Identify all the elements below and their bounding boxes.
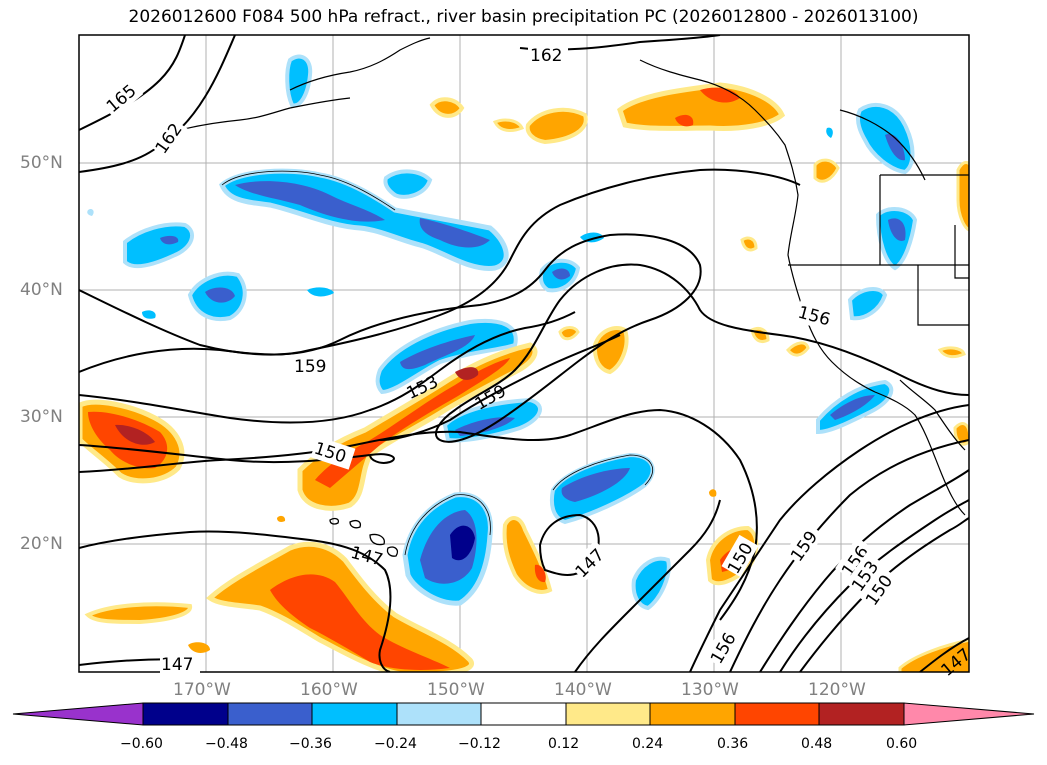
neg-area [552, 268, 570, 280]
pos-area [277, 515, 286, 522]
colorbar-tick-label: 0.36 [717, 736, 749, 752]
neg-area [375, 318, 518, 395]
pos-area [558, 326, 580, 341]
colorbar-tick-label: 0.12 [548, 736, 580, 752]
lat-label: 40°N [20, 280, 63, 300]
pos-area [786, 341, 810, 357]
lon-label: 150°W [427, 680, 485, 700]
contour-label: 159 [294, 357, 326, 377]
hawaiian-islands [329, 517, 399, 557]
map-title: 2026012600 F084 500 hPa refract., river … [128, 7, 919, 27]
neg-area [455, 417, 515, 436]
neg-area [885, 134, 905, 161]
lat-label: 30°N [20, 407, 63, 427]
colorbar-tick-label: 0.60 [886, 736, 918, 752]
thin-contours [221, 170, 654, 556]
pos-area [617, 82, 786, 131]
contour-label-group: 165 162 162 159 153 159 150 147 147 150 … [98, 44, 975, 681]
contour-label: 147 [161, 655, 193, 675]
colorbar-swatch [480, 702, 567, 726]
pos-area [188, 642, 210, 653]
neg-area [285, 54, 313, 108]
pos-area [455, 367, 479, 380]
pos-area [115, 424, 155, 445]
lat-label: 20°N [20, 534, 63, 554]
colorbar-tick-label: −0.24 [374, 736, 417, 752]
pos-area [525, 107, 588, 145]
neg-area [235, 181, 385, 222]
neg-area [307, 287, 334, 297]
neg-area [383, 169, 433, 199]
colorbar-swatch [903, 702, 1035, 726]
pos-area [740, 236, 758, 252]
pos-area [492, 118, 525, 132]
colorbar-swatch [734, 702, 820, 726]
pos-area [953, 422, 969, 446]
coastlines [179, 37, 969, 516]
colorbar-swatch [396, 702, 482, 726]
pos-area [88, 411, 168, 469]
pos-area [937, 346, 966, 359]
lon-label: 130°W [681, 680, 739, 700]
negative-pc-areas [87, 54, 918, 611]
colorbar-tick-label: −0.48 [205, 736, 248, 752]
map-border [78, 34, 970, 673]
pos-area [270, 574, 450, 670]
neg-area [830, 395, 875, 420]
colorbar-swatch [649, 702, 736, 726]
colorbar-swatch [818, 702, 905, 726]
neg-area [142, 310, 156, 319]
pos-area [84, 602, 192, 625]
pos-area [956, 161, 969, 232]
lon-label: 170°W [173, 680, 231, 700]
colorbar-swatch [142, 702, 229, 726]
pos-area [429, 97, 465, 118]
neg-area [826, 127, 833, 138]
colorbar-tick-label: 0.24 [632, 736, 664, 752]
neg-area [419, 218, 490, 248]
pos-area [813, 158, 840, 183]
neg-area [888, 218, 906, 241]
neg-area [87, 208, 94, 216]
lon-label: 120°W [808, 680, 866, 700]
pos-area [297, 342, 538, 511]
pos-area [675, 114, 694, 127]
colorbar-tick-label: −0.60 [120, 736, 163, 752]
colorbar [12, 702, 1035, 726]
pos-area [534, 564, 546, 583]
neg-area [631, 556, 671, 611]
lat-label: 50°N [20, 153, 63, 173]
colorbar-tick-label: 0.48 [801, 736, 833, 752]
pos-area [709, 489, 717, 497]
colorbar-swatch [12, 702, 144, 726]
colorbar-tick-label: −0.36 [289, 736, 332, 752]
contour-label: 162 [530, 46, 562, 66]
neg-area [123, 222, 195, 269]
lon-label: 160°W [300, 680, 358, 700]
colorbar-swatch [565, 702, 651, 726]
neg-area [400, 335, 475, 370]
neg-area [160, 235, 179, 245]
neg-area [847, 287, 888, 321]
colorbar-swatch [227, 702, 313, 726]
colorbar-tick-label: −0.12 [458, 736, 501, 752]
neg-area [561, 468, 630, 502]
neg-area [450, 525, 475, 561]
neg-area [205, 287, 235, 303]
pos-area [592, 326, 629, 375]
colorbar-swatch [311, 702, 398, 726]
lon-label: 140°W [554, 680, 612, 700]
